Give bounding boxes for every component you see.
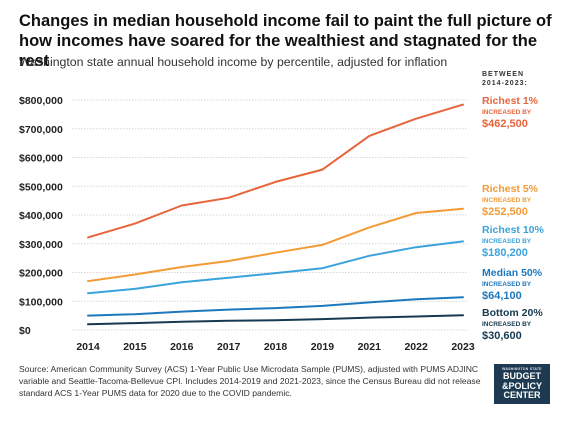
source-note: Source: American Community Survey (ACS) … — [19, 364, 481, 398]
y-tick-label: $300,000 — [19, 239, 63, 251]
series-label: Bottom 20% — [482, 307, 543, 319]
series-change-label: INCREASED BY — [482, 197, 532, 204]
chart-title: Changes in median household income fail … — [19, 12, 552, 70]
y-tick-label: $500,000 — [19, 181, 63, 193]
budget-policy-center-logo: WASHINGTON STATE BUDGET &POLICY CENTER — [494, 364, 550, 404]
y-tick-label: $700,000 — [19, 124, 63, 136]
y-tick-label: $400,000 — [19, 210, 63, 222]
x-tick-label: 2023 — [451, 341, 475, 353]
y-tick-label: $600,000 — [19, 153, 63, 165]
series-line — [87, 314, 464, 326]
series-label: Richest 1% — [482, 95, 539, 107]
x-tick-label: 2022 — [404, 341, 428, 353]
series-line — [87, 240, 464, 295]
x-tick-label: 2021 — [358, 341, 382, 353]
series-label: Richest 5% — [482, 183, 539, 195]
series-label: Richest 10% — [482, 224, 545, 236]
legend-header: BETWEEN — [482, 71, 524, 78]
x-tick-label: 2015 — [123, 341, 147, 353]
x-tick-label: 2016 — [170, 341, 194, 353]
series-line — [87, 296, 464, 317]
series-line — [87, 103, 464, 239]
series-change-label: INCREASED BY — [482, 109, 532, 116]
x-tick-label: 2019 — [311, 341, 335, 353]
series-change-label: INCREASED BY — [482, 238, 532, 245]
x-tick-label: 2017 — [217, 341, 241, 353]
series-change-label: INCREASED BY — [482, 321, 532, 328]
y-tick-label: $200,000 — [19, 268, 63, 280]
logo-line-2: BUDGET — [503, 371, 541, 381]
logo-line-4: CENTER — [503, 390, 541, 400]
y-tick-label: $800,000 — [19, 95, 63, 107]
x-tick-label: 2014 — [76, 341, 100, 353]
series-change-value: $64,100 — [482, 290, 522, 302]
x-tick-label: 2018 — [264, 341, 288, 353]
series-line — [87, 207, 464, 283]
series-change-value: $252,500 — [482, 206, 528, 218]
logo-line-3: &POLICY — [501, 380, 542, 391]
series-change-value: $30,600 — [482, 330, 522, 342]
chart-subtitle: Washington state annual household income… — [19, 55, 448, 69]
series-change-value: $462,500 — [482, 118, 528, 130]
series-change-value: $180,200 — [482, 247, 528, 259]
series-change-label: INCREASED BY — [482, 281, 532, 288]
series-label: Median 50% — [482, 267, 543, 279]
y-tick-label: $100,000 — [19, 296, 63, 308]
line-chart: $0 $100,000 $200,000 $300,000 $400,000 $500,0… — [19, 71, 545, 353]
logo-line-1: WASHINGTON STATE — [502, 367, 542, 371]
legend-header: 2014-2023: — [482, 80, 528, 87]
y-tick-label: $0 — [19, 325, 31, 337]
